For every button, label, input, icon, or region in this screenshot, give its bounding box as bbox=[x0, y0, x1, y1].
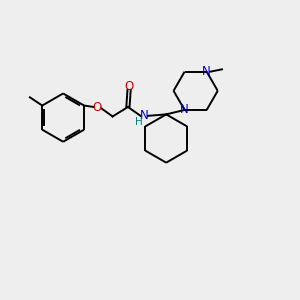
Text: O: O bbox=[124, 80, 134, 93]
Text: O: O bbox=[93, 100, 102, 113]
Text: H: H bbox=[135, 117, 143, 127]
Text: N: N bbox=[140, 109, 148, 122]
Text: N: N bbox=[202, 65, 211, 78]
Text: N: N bbox=[180, 103, 189, 116]
